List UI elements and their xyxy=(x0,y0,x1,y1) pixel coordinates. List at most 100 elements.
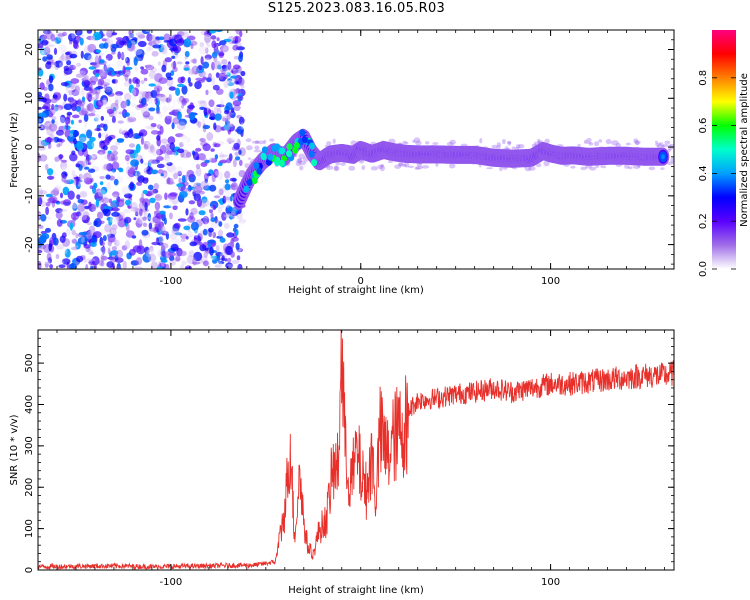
noise-speckle xyxy=(114,239,120,247)
halo-speckle xyxy=(491,144,498,149)
halo-speckle xyxy=(501,138,506,145)
noise-speckle xyxy=(211,51,218,59)
noise-speckle xyxy=(198,45,208,55)
noise-speckle xyxy=(218,152,225,159)
noise-speckle xyxy=(217,262,223,269)
noise-speckle xyxy=(74,89,83,97)
noise-speckle xyxy=(79,172,88,182)
noise-speckle xyxy=(211,61,215,71)
noise-speckle xyxy=(221,59,228,65)
noise-speckle xyxy=(103,163,110,170)
noise-speckle xyxy=(133,190,139,200)
noise-speckle xyxy=(106,231,111,238)
noise-speckle xyxy=(216,187,220,197)
noise-speckle xyxy=(181,175,186,184)
noise-speckle xyxy=(94,114,100,122)
noise-speckle xyxy=(123,66,133,71)
noise-speckle xyxy=(103,30,112,37)
noise-speckle xyxy=(99,247,109,255)
noise-speckle xyxy=(116,239,125,244)
noise-speckle xyxy=(69,64,76,71)
noise-speckle xyxy=(138,40,147,48)
noise-speckle xyxy=(239,159,243,166)
noise-speckle xyxy=(225,213,233,217)
noise-speckle xyxy=(165,143,171,151)
noise-speckle xyxy=(69,83,75,89)
noise-speckle xyxy=(235,242,240,250)
noise-speckle xyxy=(158,235,164,245)
noise-speckle xyxy=(141,165,149,171)
noise-speckle xyxy=(51,119,55,124)
noise-speckle xyxy=(103,42,109,49)
noise-speckle xyxy=(147,99,157,105)
noise-speckle xyxy=(38,124,44,130)
noise-speckle xyxy=(207,43,211,48)
noise-speckle xyxy=(100,115,105,121)
halo-speckle xyxy=(544,138,550,144)
noise-speckle xyxy=(211,76,216,86)
noise-speckle xyxy=(51,177,59,187)
noise-speckle xyxy=(210,35,217,40)
noise-speckle xyxy=(140,66,145,70)
noise-speckle xyxy=(175,166,184,175)
noise-speckle xyxy=(225,69,231,76)
noise-speckle xyxy=(155,110,161,115)
noise-speckle xyxy=(46,54,53,60)
noise-speckle xyxy=(128,30,132,35)
noise-speckle xyxy=(136,181,143,186)
noise-speckle xyxy=(196,33,201,38)
noise-speckle xyxy=(191,163,196,167)
noise-speckle xyxy=(65,51,71,56)
noise-speckle xyxy=(194,229,199,238)
noise-speckle xyxy=(226,157,232,164)
noise-speckle xyxy=(195,163,201,170)
noise-speckle xyxy=(48,163,57,168)
noise-speckle xyxy=(124,73,129,82)
noise-speckle xyxy=(49,237,53,245)
halo-speckle xyxy=(402,140,407,144)
noise-speckle xyxy=(129,154,134,160)
noise-speckle xyxy=(99,175,105,180)
noise-speckle xyxy=(40,214,47,222)
noise-speckle xyxy=(93,182,98,189)
halo-speckle xyxy=(611,140,619,146)
noise-speckle xyxy=(53,88,61,94)
noise-speckle xyxy=(102,235,107,242)
noise-speckle xyxy=(208,30,217,34)
noise-speckle xyxy=(115,91,124,96)
noise-speckle xyxy=(90,154,98,161)
noise-speckle xyxy=(240,70,246,77)
noise-speckle xyxy=(236,126,245,135)
noise-speckle xyxy=(83,80,91,87)
noise-speckle xyxy=(56,218,63,227)
noise-speckle xyxy=(68,33,76,42)
noise-speckle xyxy=(154,201,161,211)
noise-speckle xyxy=(209,152,213,161)
noise-speckle xyxy=(166,162,173,166)
noise-speckle xyxy=(230,182,238,191)
noise-speckle xyxy=(214,170,219,176)
noise-speckle xyxy=(194,81,202,90)
noise-speckle xyxy=(164,50,168,55)
noise-speckle xyxy=(172,66,178,72)
noise-speckle xyxy=(177,170,182,177)
noise-speckle xyxy=(160,138,169,144)
noise-speckle xyxy=(181,98,187,106)
noise-speckle xyxy=(54,60,63,68)
noise-speckle xyxy=(120,198,125,202)
noise-speckle xyxy=(109,218,114,223)
noise-speckle xyxy=(171,122,175,130)
noise-speckle xyxy=(216,88,224,95)
noise-speckle xyxy=(141,192,145,202)
noise-speckle xyxy=(105,53,113,61)
halo-speckle xyxy=(648,166,656,171)
noise-speckle xyxy=(193,185,203,194)
noise-speckle xyxy=(190,43,194,50)
halo-speckle xyxy=(449,139,456,145)
halo-speckle xyxy=(412,139,416,143)
halo-speckle xyxy=(580,166,587,171)
noise-speckle xyxy=(139,61,147,67)
noise-speckle xyxy=(199,242,204,247)
snr-xlabel: Height of straight line (km) xyxy=(288,585,424,596)
noise-speckle xyxy=(69,53,78,59)
